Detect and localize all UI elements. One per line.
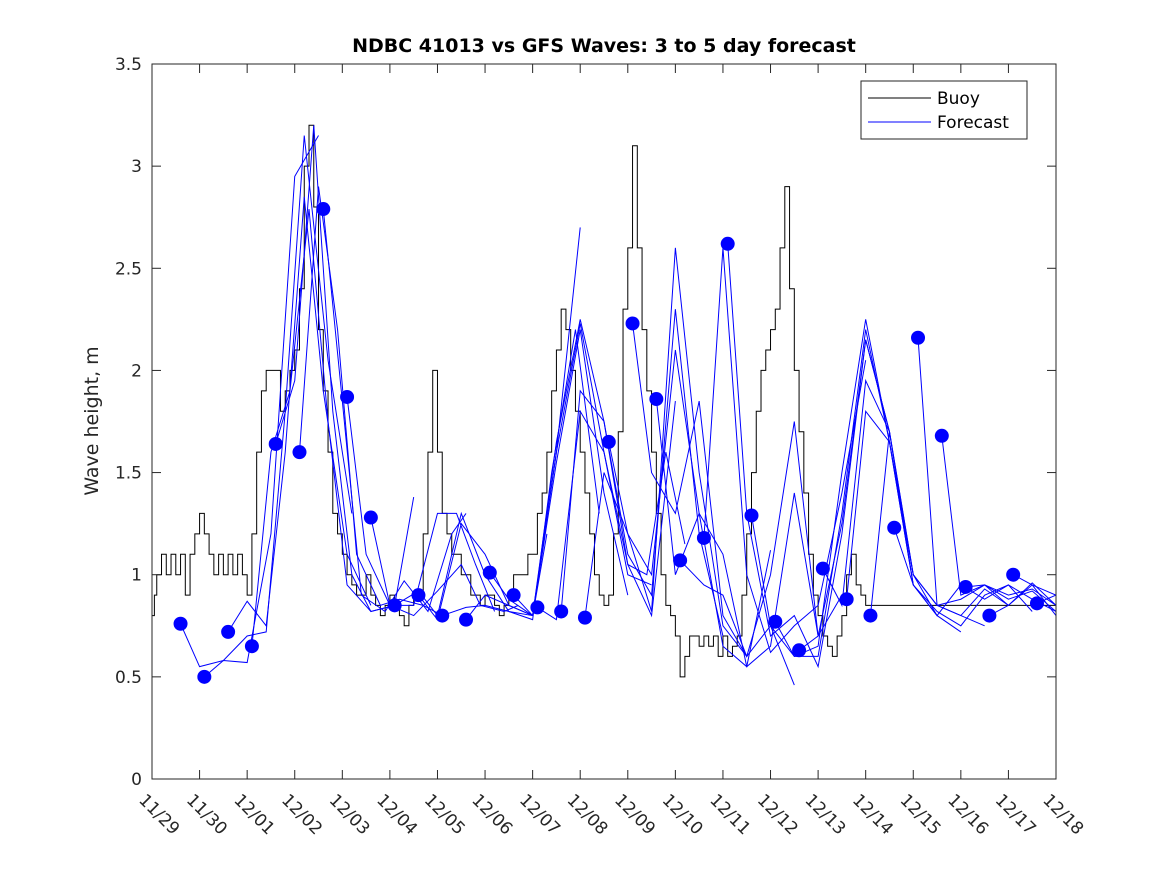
forecast-marker	[530, 600, 545, 615]
forecast-marker	[815, 561, 830, 576]
y-tick-label: 0	[131, 770, 142, 790]
forecast-line-16	[560, 309, 724, 637]
forecast-line-17	[584, 247, 748, 657]
forecast-marker	[792, 643, 807, 658]
chart-title: NDBC 41013 vs GFS Waves: 3 to 5 day fore…	[352, 35, 856, 57]
forecast-line-34	[989, 582, 1056, 617]
forecast-marker	[958, 579, 973, 594]
forecast-line-12	[465, 329, 629, 620]
forecast-line-28	[846, 409, 1009, 617]
forecast-line-35	[1012, 574, 1056, 596]
y-tick-label: 2.5	[115, 259, 142, 279]
forecast-line-1	[204, 135, 353, 678]
plot-area-frame	[151, 63, 1057, 780]
forecast-marker	[673, 553, 688, 568]
forecast-marker	[173, 616, 188, 631]
forecast-marker	[411, 588, 426, 603]
forecast-marker	[292, 445, 307, 460]
y-axis-label: Wave height, m	[81, 346, 103, 495]
forecast-line-7	[346, 396, 496, 612]
y-tick-label: 1	[131, 566, 142, 586]
forecast-line-18	[608, 349, 772, 668]
forecast-series	[180, 125, 1056, 686]
legend-buoy-label: Buoy	[937, 89, 980, 109]
forecast-marker	[625, 316, 640, 331]
forecast-marker	[316, 202, 331, 217]
y-tick-label: 1.5	[115, 464, 142, 484]
forecast-marker	[649, 392, 664, 407]
legend: Buoy Forecast	[860, 80, 1028, 140]
forecast-markers	[173, 202, 1044, 684]
forecast-marker	[934, 428, 949, 443]
forecast-line-0	[180, 135, 319, 668]
forecast-marker	[601, 434, 616, 449]
forecast-line-32	[941, 435, 1056, 606]
y-tick-label: 2	[131, 361, 142, 381]
forecast-marker	[197, 669, 212, 684]
forecast-marker	[720, 236, 735, 251]
forecast-line-19	[632, 323, 795, 686]
forecast-marker	[482, 565, 497, 580]
forecast-line-22	[703, 247, 867, 654]
y-tick-label: 3	[131, 157, 142, 177]
forecast-line-21	[679, 421, 843, 658]
forecast-marker	[982, 608, 997, 623]
forecast-marker	[459, 612, 474, 627]
forecast-marker	[577, 610, 592, 625]
y-tick-label: 3.5	[115, 55, 142, 75]
forecast-marker	[221, 624, 236, 639]
forecast-line-29	[869, 431, 1033, 617]
forecast-line-30	[893, 527, 1056, 627]
forecast-line-14	[513, 319, 676, 618]
legend-forecast-label: Forecast	[937, 113, 1009, 133]
forecast-line-6	[322, 208, 467, 613]
forecast-marker	[268, 436, 283, 451]
forecast-marker	[911, 330, 926, 345]
forecast-marker	[363, 510, 378, 525]
forecast-marker	[696, 530, 711, 545]
forecast-marker	[435, 608, 450, 623]
forecast-marker	[887, 520, 902, 535]
forecast-marker	[1006, 567, 1021, 582]
forecast-marker	[1029, 596, 1044, 611]
forecast-line-2	[227, 196, 372, 633]
forecast-marker	[839, 592, 854, 607]
forecast-marker	[340, 389, 355, 404]
forecast-marker	[863, 608, 878, 623]
y-tick-label: 0.5	[115, 668, 142, 688]
forecast-line-26	[798, 339, 962, 651]
forecast-marker	[744, 508, 759, 523]
forecast-marker	[554, 604, 569, 619]
forecast-line-11	[442, 329, 600, 621]
forecast-marker	[387, 598, 402, 613]
y-axis: 0 0.5 1 1.5 2 2.5 3 3.5	[115, 55, 1056, 790]
forecast-marker	[768, 614, 783, 629]
forecast-marker	[244, 639, 259, 654]
forecast-marker	[506, 588, 521, 603]
legend-box	[860, 80, 1028, 140]
